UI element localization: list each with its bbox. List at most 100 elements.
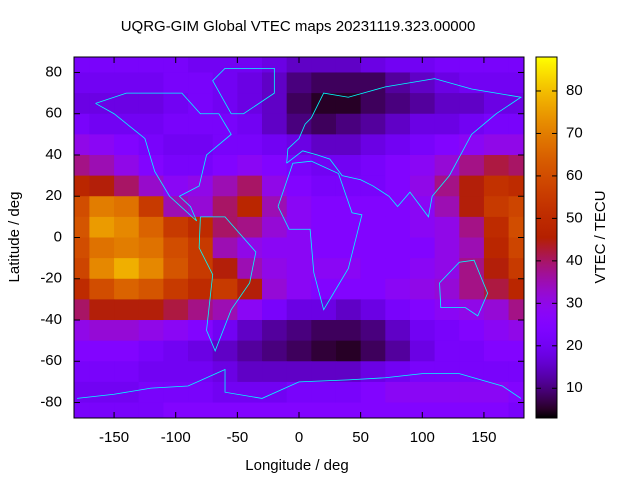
- heat-cell: [74, 216, 90, 238]
- heat-cell: [459, 57, 485, 73]
- heat-cell: [114, 258, 140, 280]
- heat-cell: [212, 237, 238, 259]
- heat-cell: [335, 402, 362, 418]
- heat-cell: [89, 320, 115, 342]
- heat-cell: [434, 258, 460, 280]
- heat-cell: [311, 175, 337, 197]
- heat-cell: [89, 278, 115, 300]
- heat-cell: [409, 299, 436, 321]
- heat-cell: [286, 154, 312, 177]
- heat-cell: [434, 113, 460, 135]
- heat-cell: [409, 381, 436, 404]
- heat-cell: [409, 93, 436, 115]
- heat-cell: [89, 402, 115, 418]
- heat-cell: [212, 216, 238, 238]
- heat-cell: [212, 175, 238, 197]
- heat-cell: [237, 258, 263, 280]
- heat-cell: [163, 361, 189, 383]
- heat-cell: [335, 93, 362, 115]
- heat-cell: [114, 361, 140, 383]
- heat-cell: [163, 134, 189, 156]
- heat-cell: [163, 402, 189, 418]
- heat-cell: [286, 381, 312, 404]
- heat-cell: [138, 93, 164, 115]
- heat-cell: [212, 57, 238, 73]
- heat-cell: [360, 402, 386, 418]
- heat-cell: [138, 278, 164, 300]
- heat-cell: [286, 237, 312, 259]
- heat-cell: [434, 93, 460, 115]
- colorbar-tick-label: 80: [566, 82, 583, 99]
- heat-cell: [237, 278, 263, 300]
- heat-cell: [89, 237, 115, 259]
- heat-cell: [409, 134, 436, 156]
- heat-cell: [138, 258, 164, 280]
- heat-cell: [409, 258, 436, 280]
- heat-cell: [434, 175, 460, 197]
- heat-cell: [434, 196, 460, 218]
- heat-cell: [188, 93, 214, 115]
- heat-cell: [188, 340, 214, 362]
- heat-cell: [188, 175, 214, 197]
- heat-cell: [188, 154, 214, 177]
- heat-cell: [360, 320, 386, 342]
- heat-cell: [459, 278, 485, 300]
- heat-cell: [335, 340, 362, 362]
- heat-cell: [262, 402, 288, 418]
- heat-cell: [335, 175, 362, 197]
- heat-cell: [508, 154, 524, 177]
- heat-cell: [434, 134, 460, 156]
- heat-cell: [212, 134, 238, 156]
- coastline: [277, 160, 363, 311]
- heat-cell: [434, 402, 460, 418]
- heat-cell: [114, 93, 140, 115]
- heat-cell: [237, 93, 263, 115]
- heat-cell: [138, 361, 164, 383]
- heat-cell: [385, 340, 411, 362]
- heat-cell: [409, 175, 436, 197]
- heat-cell: [188, 216, 214, 238]
- heat-cell: [335, 278, 362, 300]
- heat-cell: [360, 340, 386, 362]
- heat-cell: [459, 237, 485, 259]
- heat-cell: [212, 154, 238, 177]
- heat-cell: [483, 72, 510, 94]
- heat-cell: [163, 216, 189, 238]
- heat-cell: [114, 320, 140, 342]
- heat-cell: [138, 320, 164, 342]
- heat-cell: [138, 134, 164, 156]
- heat-cell: [360, 113, 386, 135]
- heat-cell: [74, 381, 90, 404]
- heat-cell: [74, 154, 90, 177]
- heat-cell: [385, 361, 411, 383]
- heat-cell: [335, 196, 362, 218]
- y-tick-label: 40: [45, 146, 62, 163]
- heat-cell: [237, 216, 263, 238]
- y-tick-label: -40: [40, 311, 62, 328]
- heat-cell: [74, 113, 90, 135]
- heat-cell: [237, 175, 263, 197]
- heat-cell: [286, 72, 312, 94]
- heat-cell: [335, 72, 362, 94]
- heat-cell: [335, 57, 362, 73]
- heat-cell: [483, 340, 510, 362]
- heat-cell: [114, 175, 140, 197]
- heat-cell: [385, 320, 411, 342]
- heat-cell: [212, 402, 238, 418]
- heat-cell: [311, 196, 337, 218]
- heat-cell: [311, 237, 337, 259]
- heat-cell: [74, 57, 90, 73]
- heat-cell: [335, 381, 362, 404]
- heat-cell: [74, 258, 90, 280]
- heat-cell: [311, 154, 337, 177]
- heat-cell: [385, 237, 411, 259]
- heat-cell: [138, 340, 164, 362]
- heat-cell: [434, 237, 460, 259]
- heat-cell: [262, 278, 288, 300]
- y-tick-label: 20: [45, 187, 62, 204]
- x-tick-label: -100: [161, 429, 191, 446]
- heat-cell: [237, 237, 263, 259]
- heat-cell: [89, 113, 115, 135]
- heat-cell: [459, 154, 485, 177]
- heat-cell: [74, 361, 90, 383]
